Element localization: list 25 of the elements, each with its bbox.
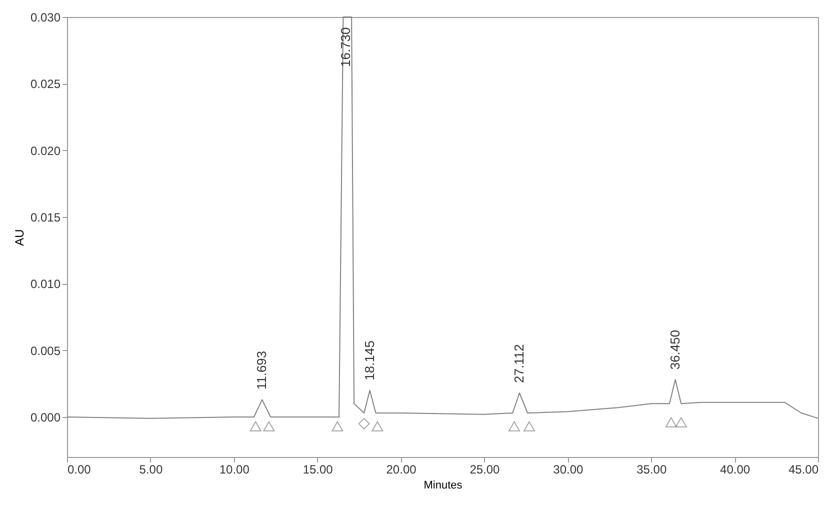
x-tick-label: 40.00	[720, 462, 750, 476]
x-axis-title: Minutes	[424, 480, 463, 492]
y-tick-label: 0.030	[30, 10, 61, 24]
y-tick-label: 0.015	[30, 210, 61, 224]
annotation: 11.693	[254, 350, 270, 390]
y-tick-label: 0.025	[30, 77, 61, 92]
x-tick-label: 30.00	[553, 462, 584, 476]
y-axis-title: AU	[12, 229, 26, 246]
y-tick-label: 0.010	[30, 277, 61, 292]
y-tick-label: 0.005	[30, 344, 61, 358]
line-series	[66, 16, 818, 419]
x-tick-label: 20.00	[386, 462, 417, 476]
x-tick-label: 15.00	[302, 462, 334, 476]
annotation: 27.112	[511, 344, 526, 383]
x-tick-label: 5.00	[139, 462, 163, 476]
y-tick-label: 0.020	[30, 144, 61, 158]
y-tick-label: 0.000	[30, 410, 61, 424]
x-tick-label: 45.00	[788, 462, 819, 476]
annotation: 18.145	[362, 340, 377, 380]
annotation: 16.730	[338, 27, 354, 67]
annotation: 36.450	[667, 330, 682, 370]
x-tick-label: 10.00	[219, 462, 250, 476]
x-tick-label: 35.00	[636, 462, 667, 476]
x-tick-label: 0.00	[68, 462, 92, 476]
x-tick-label: 25.00	[470, 462, 500, 476]
